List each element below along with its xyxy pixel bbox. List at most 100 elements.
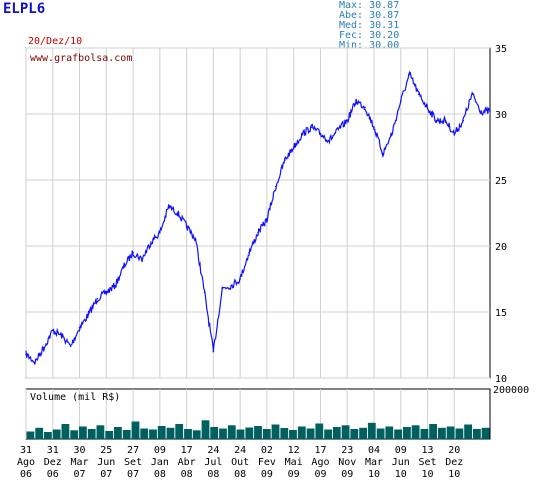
price-point bbox=[159, 232, 161, 234]
x-tick-label: 10 bbox=[422, 469, 434, 480]
volume-bar bbox=[271, 424, 280, 439]
price-point bbox=[373, 126, 375, 128]
price-line bbox=[25, 70, 491, 365]
volume-bar bbox=[297, 426, 306, 439]
price-point bbox=[257, 232, 259, 234]
volume-bar bbox=[367, 422, 376, 440]
price-grid bbox=[25, 47, 490, 379]
price-point bbox=[34, 361, 36, 364]
volume-bar bbox=[131, 421, 140, 439]
price-point bbox=[346, 119, 349, 122]
volume-bar bbox=[70, 430, 79, 440]
price-point bbox=[382, 152, 384, 155]
volume-bar bbox=[201, 420, 210, 440]
volume-bar bbox=[411, 425, 420, 440]
volume-bar bbox=[227, 425, 236, 440]
x-tick-label: 10 bbox=[368, 469, 380, 480]
volume-bar bbox=[184, 429, 192, 439]
price-point bbox=[212, 350, 215, 353]
price-y-tick-label: 20 bbox=[495, 242, 507, 253]
x-tick-label: 04 bbox=[368, 445, 380, 456]
stat-min: Min: 30.00 bbox=[339, 41, 399, 51]
stat-min-value: 30.00 bbox=[369, 40, 400, 51]
stat-avg: Med: 30.31 bbox=[339, 21, 399, 31]
x-tick-label: 25 bbox=[100, 445, 112, 456]
x-tick-label: 08 bbox=[181, 469, 193, 480]
ticker-symbol: ELPL6 bbox=[3, 1, 46, 17]
x-axis: 31Ago0631Dez0630Mar0725Jun0727Set0709Jan… bbox=[17, 445, 463, 480]
x-tick-label: 08 bbox=[207, 469, 219, 480]
x-tick-label: 27 bbox=[127, 445, 139, 456]
price-point bbox=[176, 212, 179, 214]
price-point bbox=[471, 93, 474, 95]
volume-bar bbox=[429, 424, 437, 439]
volume-bar bbox=[122, 430, 131, 439]
x-tick-label: 24 bbox=[234, 445, 246, 456]
price-point bbox=[400, 100, 402, 102]
volume-bar bbox=[473, 429, 481, 439]
stat-max-label: Max: bbox=[339, 0, 364, 11]
volume-bar bbox=[403, 427, 411, 439]
volume-bar bbox=[359, 427, 367, 440]
stat-close-value: 30.20 bbox=[369, 30, 400, 41]
stat-open-value: 30.87 bbox=[369, 10, 400, 21]
price-point bbox=[203, 291, 206, 294]
volume-y-tick-label: 200000 bbox=[493, 385, 529, 396]
stat-max-value: 30.87 bbox=[369, 0, 400, 11]
volume-bar bbox=[96, 425, 105, 440]
x-tick-label: Mai bbox=[285, 457, 303, 468]
price-y-tick-label: 15 bbox=[495, 308, 507, 319]
stat-close: Fec: 30.20 bbox=[339, 31, 399, 41]
x-tick-label: 10 bbox=[448, 469, 460, 480]
price-point bbox=[435, 119, 438, 122]
x-tick-label: 07 bbox=[74, 469, 86, 480]
x-tick-label: 31 bbox=[20, 445, 32, 456]
price-point bbox=[355, 100, 358, 102]
volume-bar bbox=[394, 429, 402, 439]
price-series bbox=[25, 70, 491, 365]
volume-bar bbox=[175, 424, 184, 439]
x-tick-label: 10 bbox=[395, 469, 407, 480]
price-point bbox=[123, 265, 125, 267]
volume-bar bbox=[44, 432, 52, 439]
x-tick-label: Set bbox=[124, 457, 142, 468]
price-point bbox=[319, 133, 322, 135]
x-tick-label: Ago bbox=[17, 457, 35, 468]
volume-bar bbox=[280, 428, 289, 439]
volume-bar bbox=[166, 427, 175, 440]
x-tick-label: Mar bbox=[71, 457, 89, 468]
volume-bar bbox=[87, 429, 96, 439]
volume-bar bbox=[114, 427, 122, 439]
volume-bar bbox=[420, 429, 429, 439]
price-point bbox=[284, 159, 286, 161]
x-tick-label: 06 bbox=[20, 469, 32, 480]
volume-bar bbox=[385, 426, 394, 439]
x-tick-label: 07 bbox=[100, 469, 112, 480]
price-point bbox=[168, 205, 170, 208]
volume-bar bbox=[376, 428, 385, 439]
price-point bbox=[230, 284, 232, 287]
price-point bbox=[266, 218, 268, 221]
price-point bbox=[78, 327, 81, 329]
volume-bar bbox=[52, 429, 61, 439]
stat-open: Abe: 30.87 bbox=[339, 11, 399, 21]
price-point bbox=[462, 119, 465, 122]
x-tick-label: Ago bbox=[311, 457, 329, 468]
x-tick-label: 08 bbox=[154, 469, 166, 480]
watermark: www.grafbolsa.com bbox=[30, 53, 132, 64]
quote-date: 20/Dez/10 bbox=[28, 36, 83, 47]
price-point bbox=[248, 251, 250, 254]
volume-bar bbox=[341, 425, 350, 440]
x-tick-label: Mar bbox=[365, 457, 383, 468]
x-tick-label: Jul bbox=[204, 457, 222, 468]
volume-bar bbox=[332, 427, 341, 439]
volume-bar bbox=[438, 427, 446, 440]
x-tick-label: 09 bbox=[154, 445, 166, 456]
volume-bar bbox=[464, 424, 472, 439]
x-tick-label: 31 bbox=[47, 445, 59, 456]
x-tick-label: Set bbox=[419, 457, 437, 468]
price-point bbox=[60, 335, 63, 337]
price-point bbox=[43, 346, 45, 349]
price-point bbox=[25, 353, 27, 356]
volume-bar bbox=[61, 424, 70, 439]
